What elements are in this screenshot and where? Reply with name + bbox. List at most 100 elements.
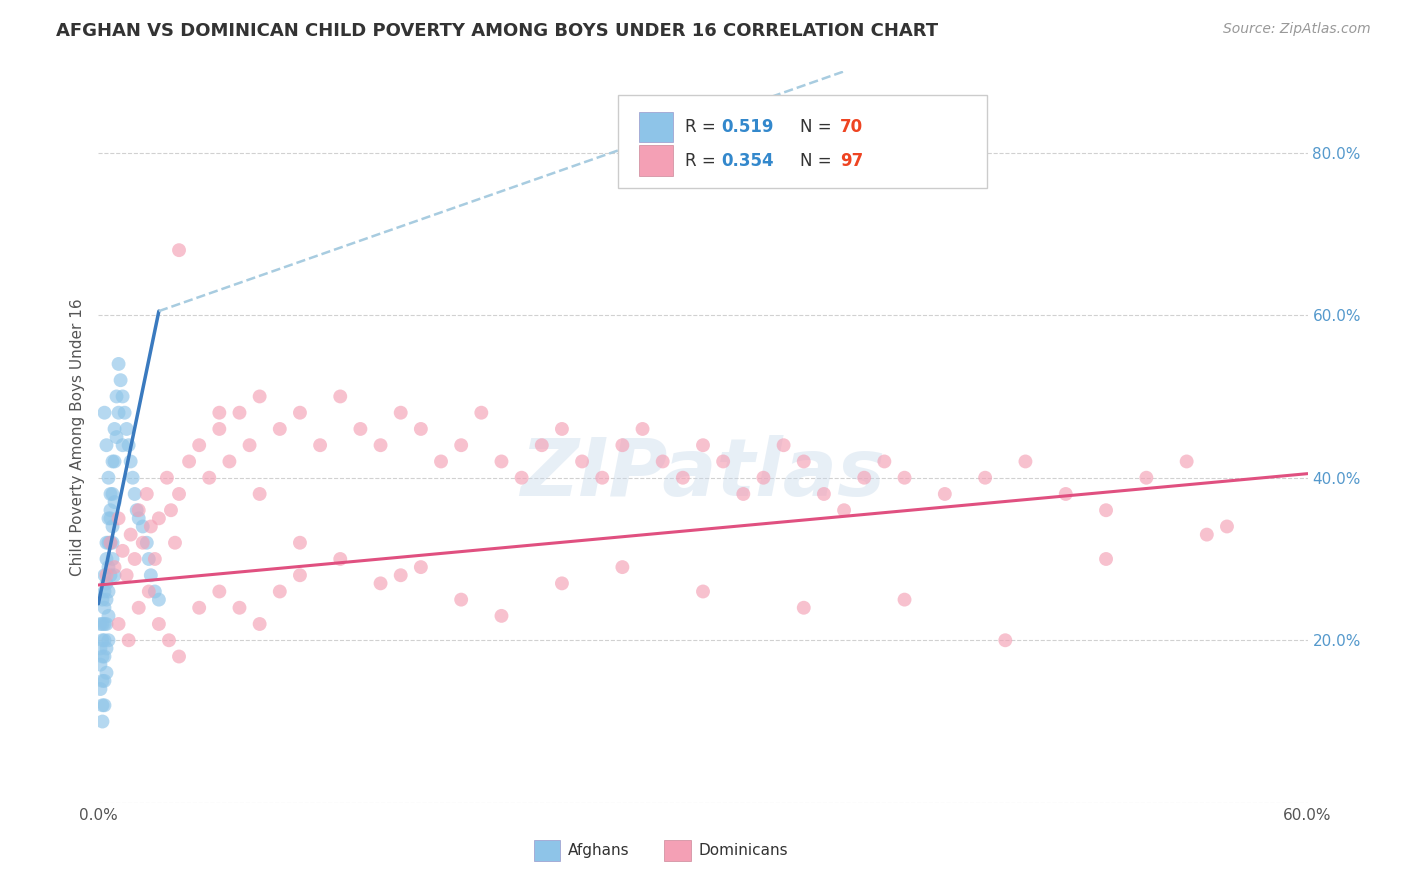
Point (96, 552, 118, 566)
Point (188, 600, 211, 615)
Point (974, 471, 997, 485)
Point (571, 454, 593, 468)
Point (288, 535, 311, 549)
Point (470, 406, 492, 420)
Point (793, 454, 815, 468)
Point (107, 511, 129, 525)
Point (772, 438, 794, 452)
Point (409, 422, 432, 436)
Point (1014, 454, 1036, 468)
Point (370, 438, 392, 452)
Point (143, 584, 166, 599)
Point (228, 406, 250, 420)
Y-axis label: Child Poverty Among Boys Under 16: Child Poverty Among Boys Under 16 (70, 298, 86, 576)
Point (167, 649, 190, 664)
Point (138, 552, 160, 566)
Point (89, 681, 111, 696)
Point (269, 584, 291, 599)
Point (96, 641, 118, 656)
Point (288, 568, 311, 582)
Point (93, 617, 115, 632)
Point (100, 511, 122, 525)
Point (1095, 552, 1118, 566)
Point (873, 454, 896, 468)
Point (167, 487, 190, 501)
Point (389, 568, 412, 582)
Point (120, 527, 142, 541)
Point (105, 430, 128, 444)
FancyBboxPatch shape (534, 840, 561, 861)
Point (103, 422, 125, 436)
Point (107, 357, 129, 371)
Point (96, 576, 118, 591)
Text: 97: 97 (839, 152, 863, 169)
Point (198, 471, 221, 485)
Point (651, 454, 673, 468)
Point (510, 471, 533, 485)
Point (793, 600, 815, 615)
Point (228, 600, 250, 615)
Point (128, 600, 150, 615)
Point (101, 535, 124, 549)
Point (672, 471, 695, 485)
Point (239, 438, 262, 452)
Point (893, 592, 915, 607)
FancyBboxPatch shape (638, 112, 673, 142)
Point (103, 454, 125, 468)
Point (124, 552, 146, 566)
Text: ZIPatlas: ZIPatlas (520, 434, 886, 513)
Point (135, 487, 157, 501)
Point (100, 503, 122, 517)
Point (288, 406, 311, 420)
Point (103, 560, 125, 574)
Point (103, 495, 125, 509)
Point (100, 535, 122, 549)
Point (551, 422, 574, 436)
Point (143, 552, 166, 566)
Text: Dominicans: Dominicans (699, 843, 787, 858)
Point (249, 617, 271, 632)
Point (121, 471, 143, 485)
Point (93, 600, 115, 615)
Text: AFGHAN VS DOMINICAN CHILD POVERTY AMONG BOYS UNDER 16 CORRELATION CHART: AFGHAN VS DOMINICAN CHILD POVERTY AMONG … (56, 22, 938, 40)
Point (111, 389, 134, 403)
Point (591, 471, 613, 485)
Text: N =: N = (800, 152, 837, 169)
Point (994, 633, 1017, 648)
Point (208, 584, 231, 599)
Point (157, 633, 180, 648)
Point (1054, 487, 1077, 501)
Point (96, 592, 118, 607)
Point (97, 633, 120, 648)
Point (612, 560, 634, 574)
Point (97, 511, 120, 525)
Point (89, 657, 111, 672)
Text: R =: R = (685, 118, 721, 136)
Point (692, 438, 714, 452)
Point (91, 698, 114, 713)
Point (114, 406, 136, 420)
Point (832, 503, 855, 517)
Point (409, 560, 432, 574)
Point (97, 608, 120, 623)
FancyBboxPatch shape (664, 840, 690, 861)
Text: Afghans: Afghans (568, 843, 630, 858)
Point (934, 487, 956, 501)
Point (101, 519, 124, 533)
Point (120, 454, 142, 468)
Point (208, 422, 231, 436)
Point (309, 438, 332, 452)
Point (100, 568, 122, 582)
Point (111, 544, 134, 558)
Point (249, 487, 271, 501)
Point (93, 649, 115, 664)
Point (389, 406, 412, 420)
Point (107, 617, 129, 632)
Point (91, 617, 114, 632)
Point (179, 454, 201, 468)
Point (853, 471, 876, 485)
Point (135, 535, 157, 549)
Point (91, 714, 114, 729)
Point (96, 665, 118, 680)
Text: 0.519: 0.519 (721, 118, 773, 136)
